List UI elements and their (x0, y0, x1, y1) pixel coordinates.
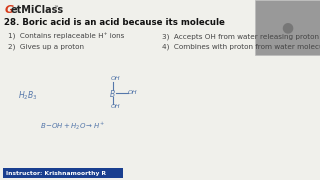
Text: etMiClass: etMiClass (11, 5, 64, 15)
FancyBboxPatch shape (3, 168, 123, 178)
Text: 1)  Contains replaceable H⁺ ions: 1) Contains replaceable H⁺ ions (8, 33, 124, 40)
Text: OH: OH (111, 76, 121, 81)
Text: Instructor: Krishnamoorthy R: Instructor: Krishnamoorthy R (6, 170, 106, 175)
Text: ™: ™ (53, 5, 58, 10)
Text: 4)  Combines with proton from water molecule.: 4) Combines with proton from water molec… (162, 44, 320, 51)
Text: B: B (110, 90, 115, 99)
Text: 2)  Gives up a proton: 2) Gives up a proton (8, 44, 84, 51)
Text: $B\!-\!OH + H_2O \rightarrow H^+$: $B\!-\!OH + H_2O \rightarrow H^+$ (40, 120, 106, 132)
Text: OH: OH (111, 104, 121, 109)
Text: G: G (5, 5, 14, 15)
Text: ●: ● (281, 21, 293, 35)
FancyBboxPatch shape (255, 0, 320, 55)
Text: OH: OH (128, 90, 138, 95)
Text: 3)  Accepts OH from water releasing proton: 3) Accepts OH from water releasing proto… (162, 33, 319, 39)
Text: $H_2B_3$: $H_2B_3$ (18, 90, 38, 102)
Text: 28. Boric acid is an acid because its molecule: 28. Boric acid is an acid because its mo… (4, 18, 225, 27)
